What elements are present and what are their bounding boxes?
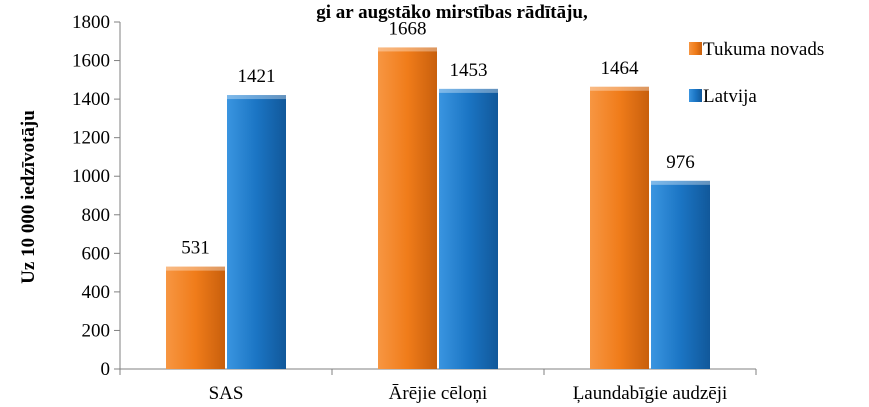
- bar-body: [439, 88, 498, 369]
- y-tick-label: 400: [82, 282, 111, 303]
- y-tick-label: 1400: [72, 89, 110, 110]
- x-tick-label: Ļaundabīgie audzēji: [573, 383, 728, 404]
- bar-highlight: [378, 47, 437, 52]
- data-label: 1464: [601, 58, 640, 79]
- legend-label: Latvija: [703, 86, 757, 107]
- y-tick-label: 1000: [72, 166, 110, 187]
- data-label: 531: [181, 238, 210, 259]
- data-labels: 531 1668 1464 1421 1453 976: [181, 18, 695, 258]
- legend-swatch: [689, 42, 702, 55]
- data-label: 1421: [238, 66, 276, 87]
- bar: [651, 180, 710, 369]
- bar-highlight: [166, 266, 225, 271]
- bar-body: [590, 86, 649, 370]
- legend-swatch: [689, 89, 702, 102]
- data-label: 1668: [389, 18, 427, 39]
- bar: [166, 266, 225, 369]
- bar-body: [651, 180, 710, 369]
- legend-item: Latvija: [689, 86, 757, 107]
- bar-highlight: [439, 88, 498, 93]
- bar: [439, 88, 498, 369]
- legend-item: Tukuma novads: [689, 39, 824, 60]
- y-tick-label: 1800: [72, 12, 110, 33]
- y-tick-label: 1600: [72, 51, 110, 72]
- y-tick-label: 1200: [72, 128, 110, 149]
- bar-body: [227, 95, 286, 369]
- legend-label: Tukuma novads: [703, 39, 824, 60]
- data-label: 976: [666, 152, 695, 173]
- chart-title: gi ar augstāko mirstības rādītāju,: [316, 2, 588, 23]
- bar-highlight: [651, 180, 710, 185]
- bar-highlight: [227, 95, 286, 100]
- y-tick-label: 0: [101, 359, 111, 380]
- bar: [227, 95, 286, 369]
- bar-body: [166, 266, 225, 369]
- bars: [166, 47, 710, 370]
- bar: [590, 86, 649, 370]
- x-axis: SAS Ārējie cēloņi Ļaundabīgie audzēji: [119, 368, 757, 404]
- legend: Tukuma novads Latvija: [689, 39, 824, 107]
- x-tick-label: SAS: [209, 383, 244, 404]
- bar-highlight: [590, 86, 649, 91]
- y-axis-label: Uz 10 000 iedzīvotāju: [18, 110, 39, 284]
- data-label: 1453: [450, 60, 488, 81]
- bar-body: [378, 47, 437, 370]
- bar: [378, 47, 437, 370]
- x-tick-label: Ārējie cēloņi: [389, 383, 488, 404]
- y-axis: 0 200 400 600 800 1000 1200 1400 1600 1800: [72, 12, 121, 380]
- y-tick-label: 600: [82, 243, 111, 264]
- y-tick-label: 200: [82, 320, 111, 341]
- y-tick-label: 800: [82, 205, 111, 226]
